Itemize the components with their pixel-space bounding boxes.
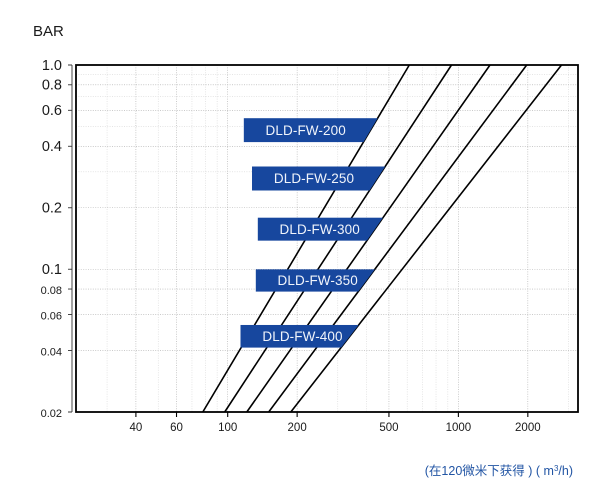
svg-text:2000: 2000: [515, 422, 541, 434]
svg-text:BAR: BAR: [33, 23, 64, 40]
svg-text:DLD-FW-350: DLD-FW-350: [278, 273, 358, 288]
svg-text:100: 100: [218, 422, 237, 434]
svg-text:0.08: 0.08: [41, 285, 62, 297]
svg-text:0.04: 0.04: [41, 346, 62, 358]
svg-text:200: 200: [288, 422, 307, 434]
svg-text:DLD-FW-400: DLD-FW-400: [262, 329, 342, 344]
svg-text:1.0: 1.0: [42, 58, 62, 74]
svg-text:0.1: 0.1: [42, 262, 62, 278]
svg-text:0.06: 0.06: [41, 310, 62, 322]
svg-text:0.6: 0.6: [42, 103, 62, 119]
svg-text:60: 60: [170, 422, 183, 434]
svg-text:500: 500: [379, 422, 398, 434]
svg-text:40: 40: [130, 422, 143, 434]
svg-text:0.4: 0.4: [42, 139, 62, 155]
svg-text:DLD-FW-300: DLD-FW-300: [280, 222, 360, 237]
svg-text:0.02: 0.02: [41, 408, 62, 420]
svg-text:1000: 1000: [446, 422, 472, 434]
svg-text:(在120微米下获得 ) ( m3/h): (在120微米下获得 ) ( m3/h): [425, 463, 573, 478]
svg-text:0.2: 0.2: [42, 201, 62, 217]
svg-text:DLD-FW-250: DLD-FW-250: [274, 171, 354, 186]
svg-text:DLD-FW-200: DLD-FW-200: [266, 123, 346, 138]
svg-text:0.8: 0.8: [42, 78, 62, 94]
